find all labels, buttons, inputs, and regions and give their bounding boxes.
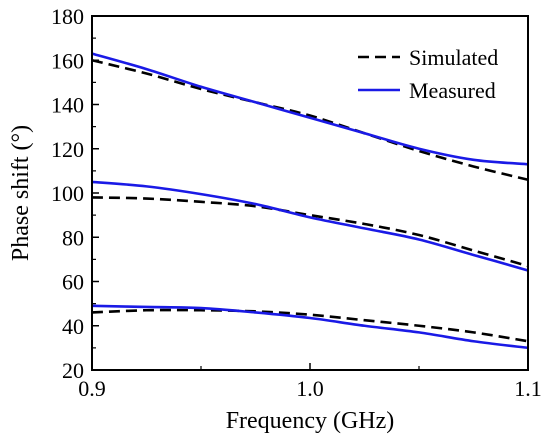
- y-tick-label: 100: [51, 181, 84, 206]
- y-tick-label: 40: [62, 314, 84, 339]
- legend-label-simulated: Simulated: [409, 45, 498, 70]
- legend-label-measured: Measured: [409, 78, 496, 103]
- labels-layer: 0.9 1.0 1.1 20 40 60 80 100 120 140 160 180: [51, 4, 542, 401]
- ticks-layer: [91, 15, 529, 371]
- legend: Simulated Measured: [358, 45, 498, 103]
- y-tick-label: 160: [51, 48, 84, 73]
- series-layer: [91, 52, 529, 350]
- series-line-simulated-3: [91, 308, 529, 343]
- y-tick-label: 140: [51, 93, 84, 118]
- y-tick-label: 180: [51, 4, 84, 29]
- y-tick-label: 80: [62, 225, 84, 250]
- x-tick-label: 1.0: [296, 376, 324, 401]
- y-tick-label: 60: [62, 270, 84, 295]
- x-tick-label: 0.9: [78, 376, 106, 401]
- series-line-measured-2: [91, 180, 529, 272]
- y-tick-label: 20: [62, 358, 84, 383]
- x-axis-title: Frequency (GHz): [226, 408, 395, 434]
- series-line-simulated-2: [91, 196, 529, 268]
- y-axis-title: Phase shift (°): [8, 125, 34, 261]
- y-tick-label: 120: [51, 137, 84, 162]
- series-line-measured-3: [91, 304, 529, 350]
- x-tick-label: 1.1: [514, 376, 542, 401]
- series-line-measured-1: [91, 52, 529, 166]
- series-line-simulated-1: [91, 58, 529, 181]
